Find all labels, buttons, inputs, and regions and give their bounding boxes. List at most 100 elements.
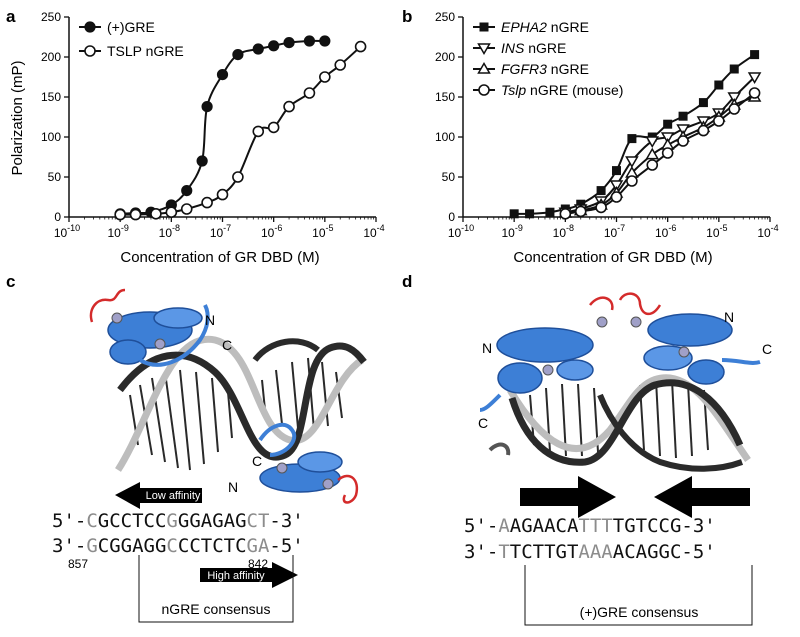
- a-series-1-point: [334, 59, 347, 71]
- a-y-tick-label: 200: [41, 50, 61, 64]
- panel-d-backbone-light: [506, 374, 751, 463]
- b-legend-label: Tslp nGRE (mouse): [501, 82, 623, 98]
- panel-d-helix-right-3: [687, 359, 725, 385]
- a-series-0-point: [216, 68, 229, 81]
- panel-d-strand-top: 5'-AAGAACATTTTGTCCG-3': [464, 515, 716, 537]
- a-series-1-point: [283, 100, 295, 113]
- b-x-tick-label: 10-7: [604, 223, 625, 240]
- a-series-0-point: [196, 155, 208, 167]
- b-series-0-point: [509, 209, 519, 219]
- panel-a-ylabel: Polarization (mP): [9, 60, 26, 175]
- b-y-tick-label: 200: [435, 50, 455, 64]
- b-series-1-point: [609, 180, 624, 192]
- a-legend-marker: [84, 45, 96, 57]
- panel-c-N-label: N: [205, 312, 215, 328]
- panel-d-helix-left-1: [496, 327, 594, 363]
- a-series-1-point: [180, 203, 193, 215]
- b-series-3-point: [677, 135, 689, 147]
- panel-d-dimerization-loops: [589, 292, 662, 316]
- b-series-1-point: [676, 124, 690, 136]
- panel-c-C2-label: C: [252, 453, 262, 469]
- a-series-1-point: [354, 40, 367, 53]
- panel-c-helix-top-2: [153, 307, 203, 329]
- panel-d-end-cap: [488, 442, 511, 456]
- panel-d-protein-left: N C: [478, 316, 608, 431]
- panel-c-zinc-atom-1: [111, 312, 123, 324]
- panel-a: a 0 50 100 150 200 250 10-10 10-9 10-8 10-7 10-6 10…: [6, 7, 385, 266]
- a-x-tick-label: 10-4: [363, 223, 384, 240]
- panel-b-letter: b: [402, 7, 412, 26]
- b-x-tick-label: 10-8: [553, 223, 574, 240]
- panel-c-low-affinity-label: Low affinity: [146, 490, 201, 502]
- b-y-tick-label: 250: [435, 10, 455, 24]
- panel-c-helix-top-3: [109, 339, 147, 365]
- b-y-tick-label: 100: [435, 130, 455, 144]
- panel-c-zinc-atom-3: [276, 462, 288, 474]
- b-series-0-point: [545, 207, 555, 217]
- panel-d-tail-left: [479, 393, 502, 412]
- panel-c-low-affinity-arrow: Low affinity: [115, 482, 202, 509]
- panel-b-legend: EPHA2 nGRE INS nGRE FGFR3 nGRE Tslp nGRE (m…: [473, 19, 623, 98]
- panel-c-strand-top: 5'-CGCCTCCGGGAGAGCT-3': [52, 510, 304, 532]
- a-series-1-point: [114, 208, 126, 221]
- b-series-3-point: [559, 208, 572, 220]
- a-series-1-point: [165, 206, 178, 218]
- a-x-tick-label: 10-7: [210, 223, 231, 240]
- panel-c-backbone-light: [115, 335, 365, 472]
- b-series-3-point: [661, 147, 674, 159]
- panel-b-plot: [509, 50, 762, 220]
- a-series-1-point: [129, 208, 142, 221]
- a-series-1-point: [303, 87, 316, 99]
- panel-a-xlabel: Concentration of GR DBD (M): [120, 249, 319, 266]
- panel-c-strand-top: [138, 304, 210, 367]
- a-series-0-curve: [120, 39, 325, 215]
- a-legend-marker: [84, 21, 96, 33]
- panel-d-zinc-atom-4: [678, 346, 690, 358]
- b-series-1-point: [727, 92, 742, 104]
- panel-d-helix-left-2: [497, 362, 543, 394]
- b-legend-marker: [479, 22, 489, 32]
- a-series-1-point: [319, 71, 331, 83]
- panel-d-C-label: C: [478, 415, 488, 431]
- a-y-tick-label: 250: [41, 10, 61, 24]
- panel-c: c: [6, 272, 367, 623]
- b-series-0-point: [678, 111, 688, 121]
- b-series-1-point: [645, 136, 660, 148]
- a-series-0-point: [201, 100, 213, 113]
- panel-b: b 0 50 100 150 200 250 10-10 10-9 10-8 10-7 10-6 10…: [402, 7, 779, 266]
- a-series-0-point: [303, 35, 316, 47]
- b-series-2-point: [645, 147, 660, 160]
- panel-c-high-affinity-arrow: High affinity: [200, 562, 298, 588]
- panel-a-axes: 0 50 100 150 200 250 10-10 10-9 10-8 10-7 10-6 10-5…: [41, 10, 385, 240]
- a-legend-label: TSLP nGRE: [107, 43, 184, 59]
- panel-d-strand-bottom: 3'-TTCTTGTAAAACAGGC-5': [464, 541, 716, 563]
- panel-c-zinc-atom-2: [154, 338, 166, 350]
- b-x-tick-label: 10-4: [757, 223, 778, 240]
- a-series-0-point: [181, 185, 193, 197]
- panel-c-consensus-label: nGRE consensus: [162, 601, 271, 617]
- panel-d-consensus-bracket: [524, 565, 753, 626]
- b-series-3-point: [713, 115, 725, 127]
- panel-d: d: [402, 272, 772, 626]
- panel-a-plot: [114, 35, 367, 221]
- b-series-1-point: [625, 156, 639, 168]
- a-y-tick-label: 150: [41, 90, 61, 104]
- panel-c-protein-bottom: C N: [228, 422, 359, 504]
- panel-c-helix-bottom-2: [297, 451, 343, 473]
- panel-c-high-affinity-label: High affinity: [207, 570, 265, 582]
- panel-d-letter: d: [402, 272, 412, 291]
- panel-c-low-arrow-shape: [115, 482, 202, 509]
- a-series-0-point: [268, 40, 280, 52]
- b-legend-marker: [477, 62, 491, 74]
- b-legend-label: INS nGRE: [501, 40, 566, 56]
- b-x-tick-label: 10-5: [706, 223, 727, 240]
- a-series-0-point: [252, 43, 264, 55]
- a-x-tick-label: 10-8: [159, 223, 180, 240]
- b-x-tick-label: 10-10: [448, 223, 474, 240]
- panel-d-N2-label: N: [724, 309, 734, 325]
- b-series-0-point: [612, 166, 621, 176]
- a-series-1-point: [252, 125, 265, 138]
- b-legend-label: FGFR3 nGRE: [501, 61, 589, 77]
- panel-c-zinc-atom-4: [322, 478, 334, 490]
- panel-c-C-label: C: [222, 337, 232, 353]
